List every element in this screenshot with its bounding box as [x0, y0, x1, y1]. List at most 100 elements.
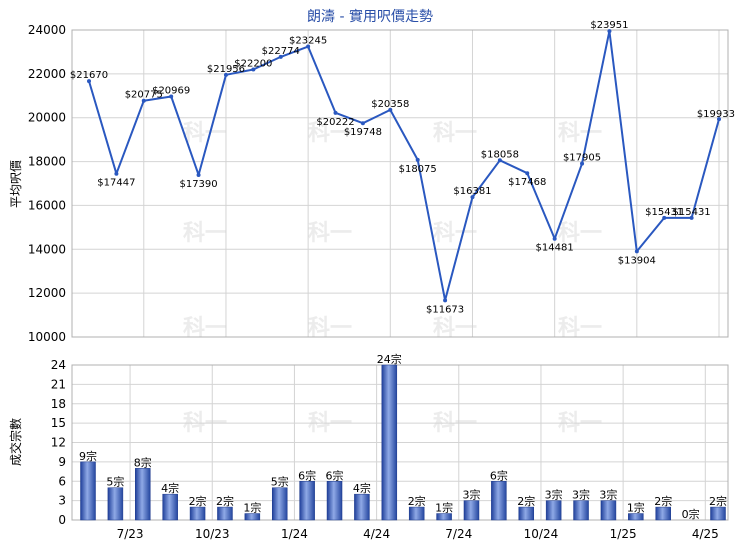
volume-data-label: 3宗: [599, 488, 617, 502]
volume-x-tick-label: 10/23: [195, 527, 230, 541]
price-point: [525, 171, 530, 176]
price-point: [360, 121, 365, 126]
volume-bar: [271, 487, 288, 521]
price-series-line: [88, 30, 720, 302]
volume-plot-frame: [71, 364, 729, 521]
volume-bar: [217, 506, 233, 521]
volume-tick-label: 0: [58, 513, 66, 527]
price-point: [333, 110, 338, 115]
price-point: [662, 215, 667, 220]
price-point: [223, 72, 228, 77]
price-point: [634, 249, 639, 254]
volume-tick-label: 9: [58, 455, 66, 469]
watermark-text: 科一: [558, 221, 602, 246]
volume-data-label: 3宗: [462, 488, 480, 502]
volume-x-tick-label: 7/24: [445, 527, 472, 541]
price-data-label: $22774: [262, 46, 300, 57]
volume-data-label: 2宗: [517, 494, 535, 508]
volume-tick-label: 18: [51, 397, 66, 411]
volume-bar: [518, 506, 535, 521]
price-data-label: $23245: [289, 36, 327, 47]
price-point: [306, 44, 311, 49]
price-data-label: $20358: [371, 99, 409, 110]
volume-bar: [545, 500, 562, 521]
price-tick-label: 22000: [28, 67, 66, 81]
volume-bar: [573, 500, 589, 521]
volume-bar: [436, 513, 452, 521]
price-point: [415, 157, 420, 162]
volume-bar: [326, 481, 343, 521]
price-data-label: $17905: [563, 153, 601, 164]
price-data-label: $19748: [344, 127, 382, 138]
price-point: [196, 172, 201, 177]
volume-data-label: 2宗: [189, 494, 207, 508]
price-point: [497, 158, 502, 163]
volume-tick-label: 3: [58, 494, 66, 508]
price-tick-label: 16000: [28, 198, 66, 212]
volume-bar: [655, 506, 671, 521]
price-axis-label: 平均呎價: [9, 160, 23, 208]
volume-bar: [80, 461, 96, 521]
price-data-label: $15431: [673, 207, 711, 218]
volume-bar: [491, 481, 507, 521]
volume-x-tick-label: 7/23: [117, 527, 144, 541]
price-data-label: $19933: [697, 109, 735, 120]
volume-data-label: 4宗: [353, 481, 371, 495]
volume-data-label: 2宗: [654, 494, 672, 508]
volume-bar: [162, 493, 178, 521]
price-point: [87, 79, 91, 84]
price-chart: 10000 12000 14000 16000 18000 20000 22000 24000…: [28, 20, 735, 344]
price-data-label: $16381: [453, 186, 491, 197]
price-point: [114, 171, 119, 176]
volume-data-label: 6宗: [490, 468, 508, 482]
volume-data-label: 5宗: [106, 475, 124, 489]
volume-data-label: 6宗: [298, 468, 316, 482]
price-point: [443, 298, 448, 303]
price-point: [689, 215, 694, 220]
price-data-label: $14481: [536, 243, 574, 254]
price-data-label: $13904: [618, 255, 656, 266]
volume-tick-label: 6: [58, 474, 66, 488]
volume-x-tick-label: 1/24: [281, 527, 308, 541]
watermark-text: 科一: [558, 121, 602, 146]
price-point: [169, 94, 174, 99]
volume-tick-label: 24: [51, 358, 66, 372]
price-data-label: $21670: [70, 70, 108, 81]
volume-chart: 0 3 6 9 12 15 18 21 24 7/23 10/23 1/24 4/24 7/24 10/24…: [51, 352, 729, 541]
watermark-text: 科一: [308, 221, 352, 246]
volume-bar: [381, 364, 398, 521]
price-point: [470, 195, 475, 200]
volume-bar: [299, 481, 315, 521]
volume-data-label: 5宗: [271, 475, 289, 489]
volume-bar: [408, 506, 425, 521]
price-point: [552, 236, 557, 241]
watermark-text: 科一: [183, 221, 227, 246]
volume-data-label: 3宗: [545, 488, 563, 502]
price-data-label: $11673: [426, 304, 464, 315]
volume-bar: [628, 513, 644, 521]
price-data-label: $20775: [125, 90, 163, 101]
price-tick-label: 20000: [28, 111, 66, 125]
volume-x-tick-label: 4/25: [692, 527, 719, 541]
volume-tick-label: 21: [51, 377, 66, 391]
volume-data-label: 6宗: [326, 468, 344, 482]
volume-x-tick-label: 1/25: [610, 527, 637, 541]
price-tick-label: 10000: [28, 330, 66, 344]
volume-bar: [600, 500, 617, 521]
volume-tick-label: 12: [51, 436, 66, 450]
price-tick-label: 12000: [28, 286, 66, 300]
price-data-label: $17390: [179, 179, 217, 190]
volume-bar: [354, 493, 370, 521]
watermark-text: 科一: [433, 221, 477, 246]
price-point: [607, 29, 612, 34]
volume-x-tick-label: 4/24: [363, 527, 390, 541]
price-data-label: $22200: [234, 58, 272, 69]
price-data-label: $18058: [481, 149, 519, 160]
price-tick-label: 18000: [28, 155, 66, 169]
volume-bar: [463, 500, 480, 521]
volume-data-label: 2宗: [216, 494, 234, 508]
watermark-text: 科一: [183, 121, 227, 146]
volume-x-tick-label: 10/24: [524, 527, 559, 541]
